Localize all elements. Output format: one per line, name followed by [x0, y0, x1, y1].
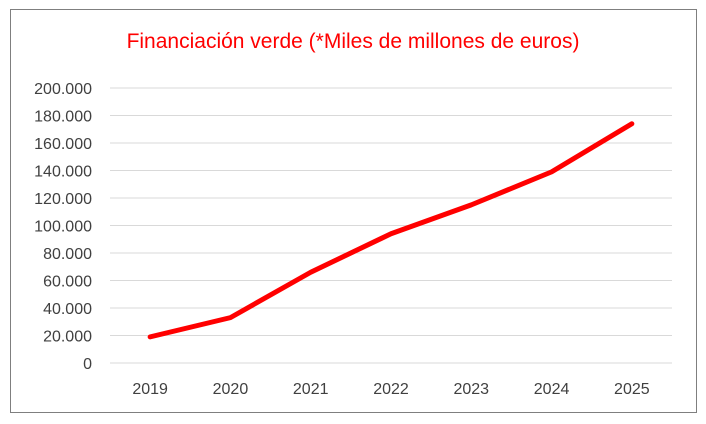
x-tick-label: 2024: [534, 381, 570, 398]
y-tick-label: 40.000: [43, 301, 92, 318]
y-tick-label: 140.000: [34, 164, 92, 181]
y-tick-label: 100.000: [34, 219, 92, 236]
x-tick-label: 2023: [453, 381, 489, 398]
y-axis-tick-labels: 0 20.000 40.000 60.000 80.000 100.000 120.000 1…: [34, 81, 92, 373]
y-tick-label: 160.000: [34, 136, 92, 153]
x-tick-label: 2020: [213, 381, 249, 398]
y-tick-label: 20.000: [43, 329, 92, 346]
y-tick-label: 80.000: [43, 246, 92, 263]
y-tick-label: 120.000: [34, 191, 92, 208]
chart-frame: [10, 9, 697, 413]
y-tick-label: 60.000: [43, 274, 92, 291]
series-group: [147, 121, 635, 340]
chart-title: Financiación verde (*Miles de millones d…: [126, 30, 580, 53]
series-line: [147, 121, 635, 340]
x-tick-label: 2022: [373, 381, 409, 398]
x-tick-label: 2019: [132, 381, 168, 398]
y-tick-label: 200.000: [34, 81, 92, 98]
x-axis-tick-labels: 2019 2020 2021 2022 2023 2024 2025: [132, 381, 649, 398]
y-tick-label: 0: [83, 356, 92, 373]
x-tick-label: 2021: [293, 381, 329, 398]
gridlines: [110, 87, 672, 364]
x-tick-label: 2025: [614, 381, 650, 398]
y-tick-label: 180.000: [34, 109, 92, 126]
